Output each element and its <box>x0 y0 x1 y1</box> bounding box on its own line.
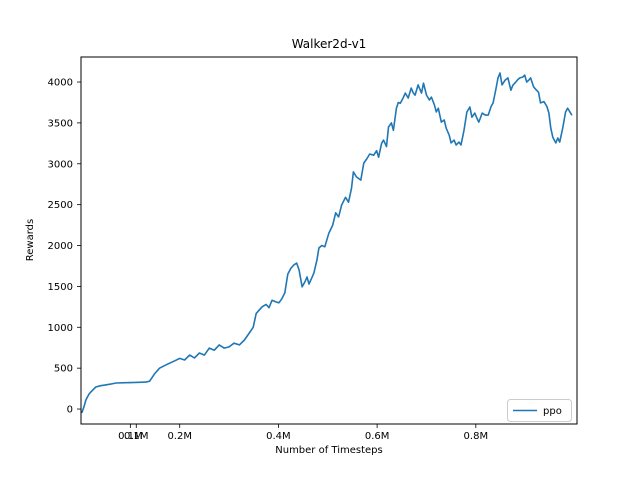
legend-box <box>507 399 572 422</box>
y-tick-label: 2500 <box>48 200 73 211</box>
x-axis-label: Number of Timesteps <box>275 445 382 456</box>
y-axis-ticks: 0 500 1000 1500 2000 2500 3000 3500 4000 <box>48 78 81 416</box>
y-tick-label: 1000 <box>48 323 73 334</box>
x-axis-ticks: 0.1M0.1M 0.2M 0.4M 0.6M 0.8M <box>118 424 488 442</box>
y-tick-label: 3000 <box>48 159 73 170</box>
chart-title: Walker2d-v1 <box>292 37 367 51</box>
legend: ppo <box>507 399 572 422</box>
x-tick-label: 0.1M <box>118 431 143 442</box>
legend-label: ppo <box>543 406 562 417</box>
y-axis-label: Rewards <box>25 219 36 261</box>
x-tick-label: 0.1M <box>124 431 149 442</box>
y-tick-label: 2000 <box>48 241 73 252</box>
plot-area <box>81 57 577 424</box>
y-tick-label: 4000 <box>48 78 73 89</box>
y-tick-label: 1500 <box>48 282 73 293</box>
x-tick-label: 0.2M <box>167 431 192 442</box>
x-tick-label: 0.6M <box>365 431 390 442</box>
axes-border <box>80 56 578 425</box>
y-tick-label: 0 <box>67 405 73 416</box>
x-tick-label: 0.4M <box>266 431 291 442</box>
ppo-reward-curve <box>81 72 573 414</box>
y-tick-label: 500 <box>54 364 73 375</box>
y-tick-label: 3500 <box>48 118 73 129</box>
x-tick-label: 0.8M <box>464 431 489 442</box>
